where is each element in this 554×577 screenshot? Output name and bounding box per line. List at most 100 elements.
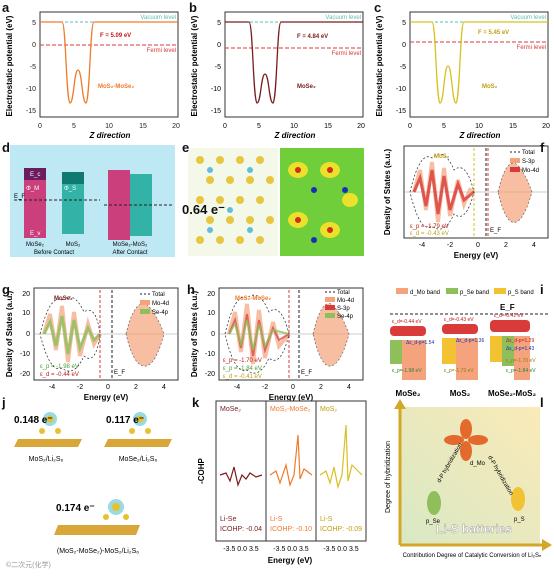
material-label: MoS₂-MoSe₂ [235, 296, 271, 302]
xtick: -4 [234, 384, 240, 391]
legend-s3p: S-3p [522, 159, 535, 165]
dmo-label: d_Mo [470, 461, 486, 467]
panel-letter: i [540, 282, 544, 297]
name-3: (MoS₂-MoSe₂)-MoS₂/Li₂S₆ [57, 548, 139, 555]
ef-label: E_F [490, 228, 501, 234]
panel-letter: c [374, 0, 382, 15]
panel-letter: b [189, 0, 197, 15]
k3-bond: Li-S [320, 516, 333, 523]
x-axis-title: Energy (eV) [269, 393, 314, 402]
panel-g: Total Mo-4d Se-4p MoSe₂ ε_p = -1.98 eV ε… [0, 282, 185, 402]
panel-letter: g [2, 282, 10, 297]
y-axis-title: Density of States (a.u.) [5, 291, 14, 378]
d-band-diagram: d_Mo band p_Se band p_S band E_F ε_d=-0.… [390, 288, 550, 398]
ytick: 5 [217, 20, 221, 27]
fermi-label: Fermi level [332, 51, 361, 57]
dos-plot-g: Total Mo-4d Se-4p MoSe₂ ε_p = -1.98 eV ε… [5, 287, 179, 402]
ep-label: ε_p = -1.70 eV [223, 358, 262, 364]
x-axis-title: Z direction [459, 131, 501, 140]
legend-total: Total [337, 290, 350, 296]
ytick: -5 [30, 64, 36, 71]
c2-ed: ε_d=-0.43 eV [444, 317, 474, 323]
before-label: Before Contact [34, 250, 74, 256]
ytick: -10 [211, 86, 221, 93]
panel-letter: h [187, 282, 195, 297]
xtick: 2 [504, 242, 508, 249]
m2-label: MoS₂ [66, 242, 81, 248]
fermi-label: Fermi level [147, 48, 176, 54]
panel-letter: a [2, 0, 10, 15]
band-mose2-cb [24, 168, 46, 180]
xtick: 0 [476, 242, 480, 249]
x-axis-title: Energy (eV) [454, 251, 499, 260]
xtick: 5 [257, 123, 261, 130]
charge-1: 0.148 e⁻ [14, 415, 53, 426]
mechanism-schematic: d_Mo p_Se p_S d-P hybridization d-P hybr… [385, 399, 552, 559]
after-label: After Contact [112, 250, 147, 256]
material-label: MoS₂-MoSe₂ [98, 84, 134, 90]
charge-2: 0.117 e⁻ [106, 415, 144, 426]
xtick: 5 [72, 123, 76, 130]
c3-ed: ε_d=-0.41 eV [494, 313, 524, 319]
ed-label: ε_d = -0.43 eV [410, 231, 449, 237]
transferred-charge: 0.64 e⁻ [182, 202, 225, 217]
material-label: MoS₂ [434, 154, 450, 160]
ytick: -10 [20, 351, 30, 358]
ef-label: E_F [500, 303, 515, 312]
col2-label: MoS₂ [450, 389, 471, 398]
band-alignment-diagram: E_F E_c E_v Φ_M Φ_S MoSe₂ MoS₂ MoSe₂-MoS… [10, 145, 175, 257]
xtick: 15 [509, 123, 517, 130]
work-function: F = 4.84 eV [297, 34, 328, 40]
potential-curve [225, 21, 363, 104]
xtick: 2 [319, 384, 323, 391]
c3-ep1: ε_p=-1.70 eV [506, 358, 536, 364]
ep2-label: ε_p = -1.84 eV [223, 366, 262, 372]
m1-label: MoSe₂ [26, 242, 45, 248]
ep-label: ε_p = -1.79 eV [410, 224, 449, 230]
y-axis-title: Electrostatic potential (eV) [375, 15, 384, 116]
k3-xticks: -3.5 0.0 3.5 [323, 546, 359, 553]
legend-mo4d: Mo-4d [522, 168, 539, 174]
xtick: 15 [324, 123, 332, 130]
material-label: MoSe₂ [297, 84, 316, 90]
pse-label: p_Se [426, 519, 441, 525]
ytick: 0 [211, 331, 215, 338]
band-mos2 [62, 172, 84, 234]
legend-dmo: d_Mo band [410, 290, 440, 296]
xtick: 10 [105, 123, 113, 130]
ef-label: E_F [301, 370, 312, 376]
ef-label: E_F [14, 194, 25, 200]
xtick: 4 [162, 384, 166, 391]
xtick: 20 [542, 123, 550, 130]
legend-ps: p_S band [508, 290, 534, 296]
ytick: 20 [207, 291, 215, 298]
xtick: 10 [475, 123, 483, 130]
legend-total: Total [522, 150, 535, 156]
ytick: 5 [402, 20, 406, 27]
name-2: MoSe₂/Li₂S₆ [119, 456, 158, 463]
ytick: -15 [396, 108, 406, 115]
panel-b: 0 5 10 15 20 5 0 -5 -10 -15 Vacuum level… [185, 0, 370, 140]
xtick: 0 [291, 384, 295, 391]
ep-label: ε_p = -1.98 eV [40, 364, 79, 370]
ytick: 0 [32, 42, 36, 49]
ytick: -15 [26, 108, 36, 115]
panel-a: 0 5 10 15 20 5 0 -5 -10 -15 Vacuum level… [0, 0, 185, 140]
xtick: 10 [290, 123, 298, 130]
ytick: -20 [205, 371, 215, 378]
k3-title: MoS₂ [320, 406, 337, 413]
x-axis-title: Z direction [274, 131, 316, 140]
panel-letter: k [192, 395, 200, 410]
c1-ed: ε_d=-0.44 eV [392, 319, 422, 325]
xtick: 0 [223, 123, 227, 130]
fermi-label: Fermi level [517, 45, 546, 51]
panel-letter: d [2, 140, 10, 155]
panel-c-plot: 0 5 10 15 20 5 0 -5 -10 -15 Vacuum level… [375, 11, 550, 140]
structure-2 [104, 412, 172, 447]
panel-a-frame [39, 11, 179, 118]
panel-i: d_Mo band p_Se band p_S band E_F ε_d=-0.… [370, 282, 554, 402]
legend-total: Total [152, 292, 165, 298]
band-mos2-cb [62, 172, 84, 184]
charge-density-image: 0.64 e⁻ [182, 148, 364, 256]
k1-title: MoSe₂ [220, 406, 241, 413]
